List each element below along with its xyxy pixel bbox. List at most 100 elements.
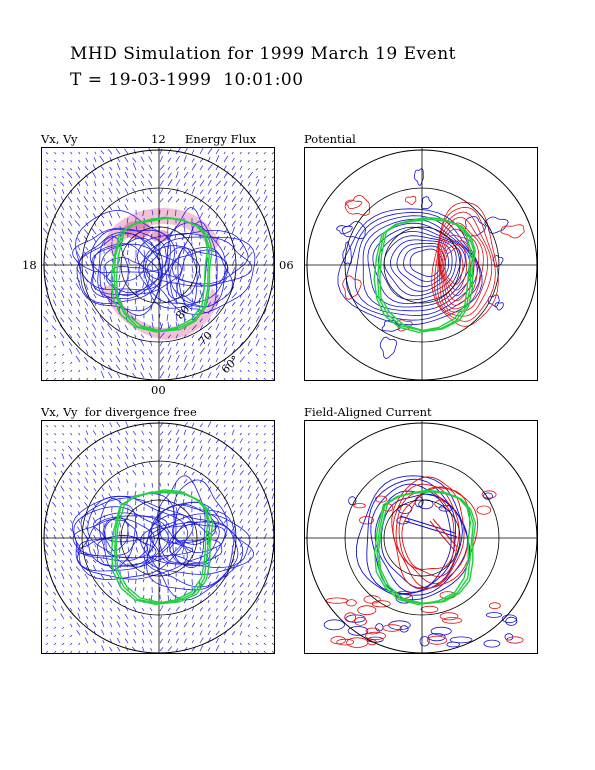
velocity-arrow xyxy=(255,179,260,187)
velocity-arrow xyxy=(99,340,105,347)
velocity-arrow xyxy=(255,501,259,508)
velocity-arrow xyxy=(42,228,49,235)
velocity-arrow xyxy=(140,349,145,355)
velocity-arrow xyxy=(239,267,245,275)
velocity-arrow xyxy=(247,432,250,436)
velocity-arrow xyxy=(116,180,121,187)
velocity-arrow xyxy=(109,455,113,460)
velocity-arrow xyxy=(207,647,211,652)
panel3-label: Vx, Vy for divergence free xyxy=(41,405,197,419)
velocity-arrow xyxy=(255,441,259,444)
velocity-arrow xyxy=(207,599,210,604)
velocity-arrow xyxy=(255,634,259,638)
velocity-arrow xyxy=(66,171,73,179)
velocity-arrow xyxy=(151,482,154,488)
potential-contour-small xyxy=(404,195,417,205)
velocity-arrow xyxy=(271,294,274,299)
velocity-arrow xyxy=(93,157,97,163)
velocity-arrow xyxy=(124,171,129,179)
velocity-arrow xyxy=(67,228,73,235)
current-contour-small xyxy=(426,635,448,645)
velocity-arrow xyxy=(263,361,267,364)
velocity-arrow xyxy=(231,480,234,484)
velocity-arrow xyxy=(183,445,188,452)
velocity-arrow xyxy=(70,361,73,365)
velocity-arrow xyxy=(53,198,57,203)
velocity-arrow xyxy=(247,293,251,299)
potential-contour-negative xyxy=(337,208,483,326)
velocity-arrow xyxy=(175,453,180,460)
velocity-arrow xyxy=(125,357,129,363)
velocity-arrow xyxy=(44,275,49,283)
velocity-arrow xyxy=(93,221,97,227)
velocity-arrow xyxy=(159,431,164,436)
oval-trace xyxy=(115,489,209,604)
tick-18-mlt: 18 xyxy=(22,258,37,272)
velocity-arrow xyxy=(101,567,105,572)
velocity-arrow xyxy=(85,349,89,355)
velocity-arrow xyxy=(108,187,113,195)
velocity-arrow xyxy=(239,551,243,556)
velocity-arrow xyxy=(207,197,211,203)
velocity-arrow xyxy=(140,363,145,371)
velocity-arrow xyxy=(247,171,254,179)
velocity-arrow xyxy=(151,321,154,329)
velocity-arrow xyxy=(239,447,243,452)
velocity-arrow xyxy=(247,470,252,476)
velocity-arrow xyxy=(215,592,218,596)
velocity-arrow xyxy=(101,470,105,476)
velocity-arrow xyxy=(94,496,97,500)
velocity-arrow xyxy=(239,165,243,171)
velocity-arrow xyxy=(134,257,137,263)
flow-streamline xyxy=(136,230,249,285)
velocity-arrow xyxy=(263,424,266,428)
velocity-arrow xyxy=(93,549,97,556)
current-contour-negative xyxy=(380,493,452,589)
velocity-arrow xyxy=(77,447,81,452)
velocity-arrow xyxy=(109,590,113,596)
velocity-arrow xyxy=(86,616,89,620)
velocity-arrow xyxy=(183,363,188,371)
velocity-arrow xyxy=(207,318,211,323)
velocity-arrow xyxy=(107,332,113,339)
velocity-arrow xyxy=(271,457,274,460)
flow-streamline xyxy=(140,513,251,569)
velocity-arrow xyxy=(181,273,185,280)
velocity-arrow xyxy=(271,479,274,484)
velocity-arrow xyxy=(131,339,137,347)
velocity-arrow xyxy=(135,522,137,528)
velocity-arrow xyxy=(167,472,171,476)
velocity-arrow xyxy=(117,607,121,612)
velocity-arrow xyxy=(78,496,81,500)
velocity-arrow xyxy=(223,155,229,163)
velocity-arrow xyxy=(271,176,274,179)
velocity-arrow xyxy=(44,591,49,596)
velocity-arrow xyxy=(100,573,105,580)
velocity-arrow xyxy=(271,353,274,356)
flow-streamline xyxy=(90,243,159,299)
velocity-arrow xyxy=(142,209,145,217)
velocity-arrow xyxy=(92,559,97,564)
velocity-arrow xyxy=(110,616,113,620)
velocity-arrow xyxy=(247,485,251,492)
velocity-arrow xyxy=(167,463,171,468)
flow-streamline xyxy=(104,257,145,282)
velocity-arrow xyxy=(255,471,259,476)
velocity-arrow xyxy=(117,347,121,355)
velocity-arrow xyxy=(70,377,73,380)
velocity-arrow xyxy=(175,354,180,363)
velocity-arrow xyxy=(107,581,113,588)
velocity-arrow xyxy=(215,364,221,371)
velocity-arrow xyxy=(215,148,220,155)
velocity-arrow xyxy=(263,315,269,323)
velocity-arrow xyxy=(159,332,165,339)
velocity-arrow xyxy=(115,355,121,363)
velocity-arrow xyxy=(215,584,218,588)
velocity-arrow xyxy=(271,329,274,332)
velocity-arrow xyxy=(61,463,65,468)
velocity-arrow xyxy=(133,606,137,612)
velocity-arrow xyxy=(116,621,121,628)
velocity-arrow xyxy=(78,369,81,373)
velocity-arrow xyxy=(53,159,57,163)
velocity-arrow xyxy=(86,519,89,524)
